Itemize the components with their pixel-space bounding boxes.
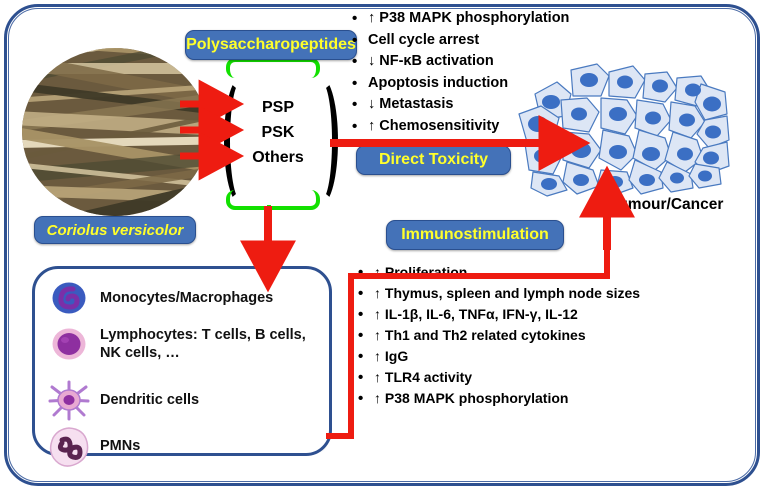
compound-psp: PSP (261, 99, 294, 116)
green-brace-top-icon (226, 58, 320, 78)
green-brace-bottom-icon (226, 190, 320, 210)
tumour-label: Tumour/Cancer (610, 196, 724, 213)
immune-cell-row-pmns: PMNs (46, 424, 326, 468)
immunostimulation-effect-item: • ↑ Proliferation (358, 262, 688, 283)
direct-toxicity-effect-item: • ↑ P38 MAPK phosphorylation (352, 8, 652, 30)
immune-cell-label: PMNs (100, 438, 141, 454)
coriolus-versicolor-photo (22, 48, 208, 216)
direct-toxicity-effect-item: • ↑ Chemosensitivity (352, 116, 652, 138)
immune-cell-label: Monocytes/Macrophages (100, 290, 274, 306)
green-brace-bottom-nub-icon (267, 205, 271, 213)
badge-immunostimulation[interactable]: Immunostimulation (386, 220, 564, 250)
immunostimulation-effect-label: ↑ Proliferation (374, 264, 468, 280)
badge-direct-toxicity[interactable]: Direct Toxicity (356, 145, 511, 175)
lymphocyte-icon (46, 322, 92, 366)
bullet-dot-icon: • (358, 327, 364, 344)
direct-toxicity-effect-label: ↑ Chemosensitivity (368, 117, 500, 134)
immunostimulation-effect-label: ↑ Th1 and Th2 related cytokines (374, 327, 586, 343)
immunostimulation-effect-item: • ↑ IgG (358, 346, 688, 367)
immunostimulation-effect-item: • ↑ P38 MAPK phosphorylation (358, 388, 688, 409)
direct-toxicity-effect-list: • ↑ P38 MAPK phosphorylation • Cell cycle a… (352, 8, 652, 137)
immunostimulation-effect-item: • ↑ Thymus, spleen and lymph node sizes (358, 283, 688, 304)
immunostimulation-effect-label: ↑ Thymus, spleen and lymph node sizes (374, 285, 641, 301)
bullet-dot-icon: • (352, 96, 358, 113)
direct-toxicity-effect-label: ↓ NF-κB activation (368, 53, 494, 69)
immune-cell-row-monocytes: Monocytes/Macrophages (46, 276, 326, 320)
immunostimulation-effect-item: • ↑ Th1 and Th2 related cytokines (358, 325, 688, 346)
bullet-dot-icon: • (358, 390, 364, 407)
bullet-dot-icon: • (352, 117, 358, 135)
direct-toxicity-effect-label: Apoptosis induction (368, 74, 509, 91)
direct-toxicity-effect-item: • ↓ NF-κB activation (352, 51, 652, 73)
direct-toxicity-effect-label: ↓ Metastasis (368, 96, 454, 112)
pmn-icon (46, 424, 92, 468)
dendritic-cell-icon (46, 378, 92, 422)
bullet-dot-icon: • (352, 53, 358, 70)
immunostimulation-effect-label: ↑ IL-1β, IL-6, TNFα, IFN-γ, IL-12 (374, 306, 578, 322)
bullet-dot-icon: • (358, 348, 364, 365)
immunostimulation-effect-item: • ↑ TLR4 activity (358, 367, 688, 388)
immune-cell-row-dendritic: Dendritic cells (46, 378, 326, 422)
immunostimulation-effect-list: • ↑ Proliferation • ↑ Thymus, spleen and ly… (358, 262, 688, 409)
immune-cell-label: Dendritic cells (100, 392, 200, 408)
compound-others: Others (252, 149, 304, 166)
direct-toxicity-effect-label: Cell cycle arrest (368, 31, 480, 48)
bullet-dot-icon: • (352, 74, 358, 92)
compound-psk: PSK (261, 124, 295, 141)
immunostimulation-effect-item: • ↑ IL-1β, IL-6, TNFα, IFN-γ, IL-12 (358, 304, 688, 325)
bullet-dot-icon: • (358, 285, 364, 302)
tumour-cells-svg (518, 63, 730, 197)
direct-toxicity-effect-item: • Cell cycle arrest (352, 30, 652, 52)
immune-cell-label: Lymphocytes: T cells, B cells, NK cells,… (100, 327, 306, 361)
monocyte-icon (46, 276, 92, 320)
direct-toxicity-effect-item: • Apoptosis induction (352, 73, 652, 95)
badge-coriolus-versicolor[interactable]: Coriolus versicolor (34, 216, 196, 244)
bullet-dot-icon: • (352, 10, 358, 27)
badge-polysaccharopeptides[interactable]: Polysaccharopeptides (185, 30, 357, 60)
immunostimulation-effect-label: ↑ TLR4 activity (374, 369, 473, 385)
immunostimulation-effect-label: ↑ P38 MAPK phosphorylation (374, 390, 569, 406)
bullet-dot-icon: • (358, 264, 364, 281)
direct-toxicity-effect-label: ↑ P38 MAPK phosphorylation (368, 10, 570, 26)
bullet-dot-icon: • (358, 369, 364, 386)
immunostimulation-effect-label: ↑ IgG (374, 348, 409, 364)
direct-toxicity-effect-item: • ↓ Metastasis (352, 94, 652, 116)
bullet-dot-icon: • (352, 31, 358, 49)
tumour-cell-cluster (505, 58, 733, 200)
compound-list: PSP PSK Others (232, 95, 324, 170)
bullet-dot-icon: • (358, 306, 364, 323)
immune-cell-row-lymphocytes: Lymphocytes: T cells, B cells, NK cells,… (46, 322, 326, 366)
